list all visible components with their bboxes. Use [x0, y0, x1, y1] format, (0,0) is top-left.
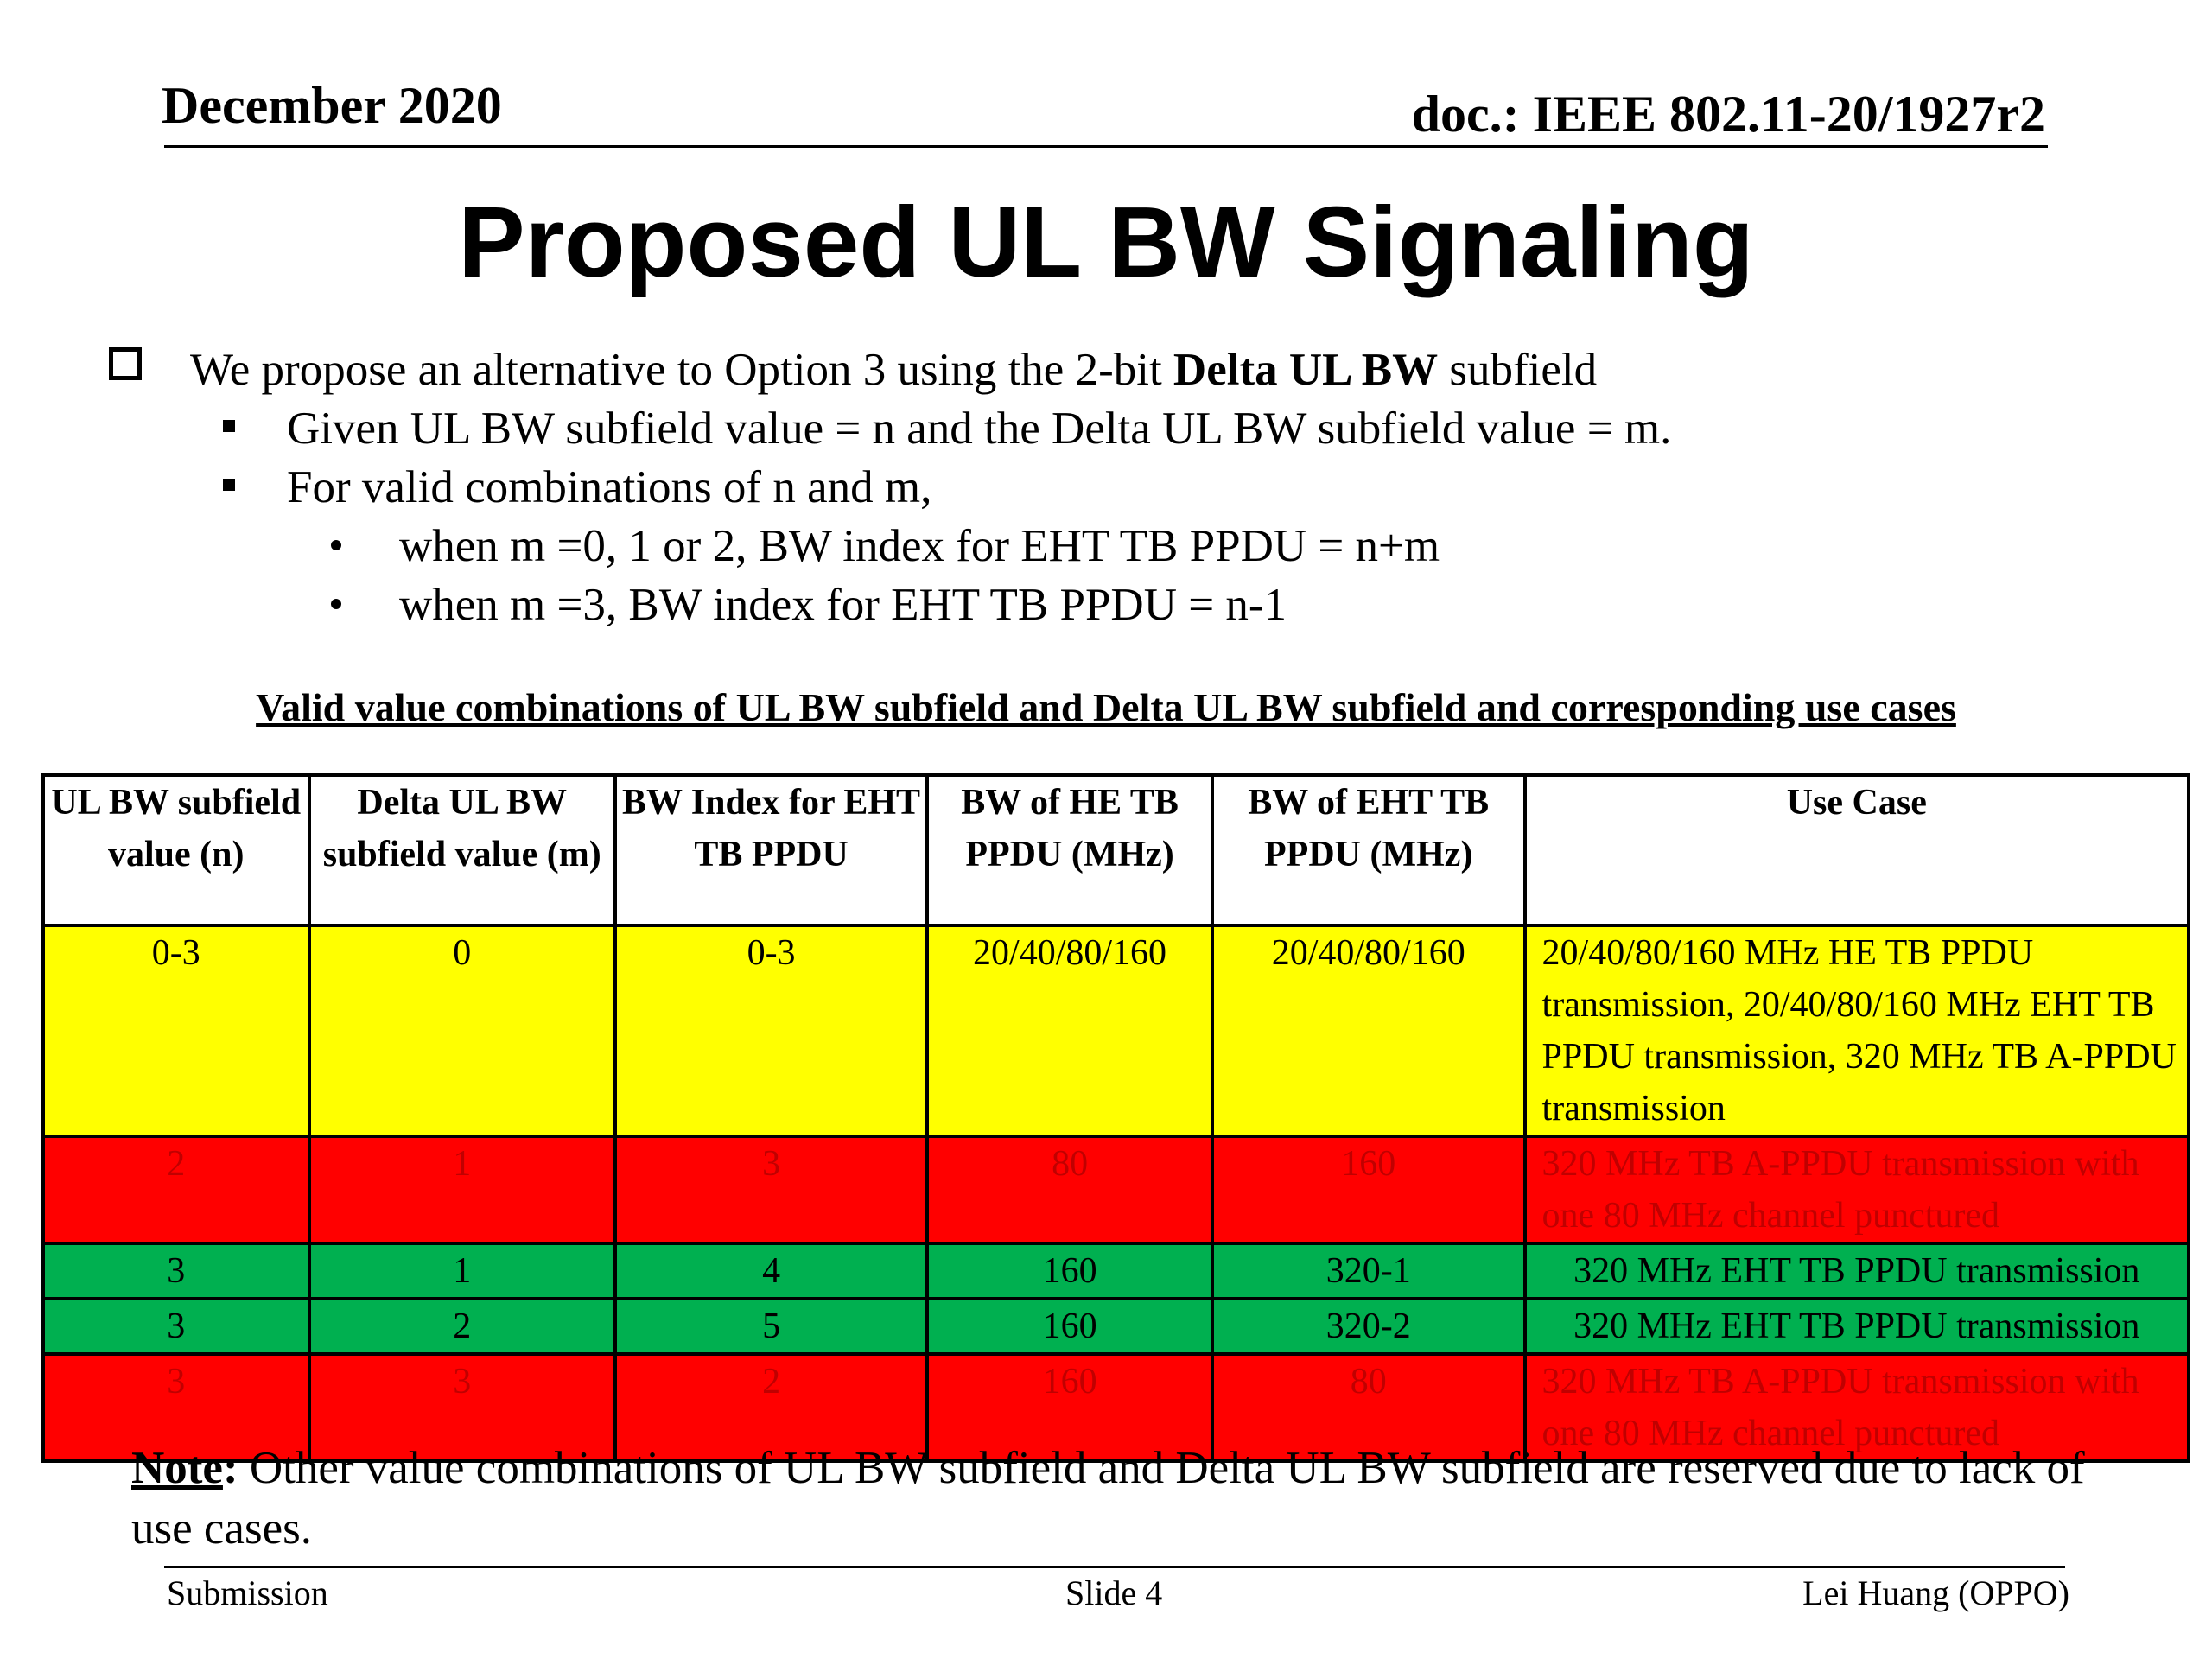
cell-index: 2	[613, 1352, 930, 1463]
bullet-level1: We propose an alternative to Option 3 us…	[190, 347, 1597, 393]
cell-m: 2	[307, 1297, 617, 1356]
cell-use-case: 320 MHz TB A-PPDU transmission with one …	[1522, 1352, 2191, 1463]
cell-n: 3	[41, 1352, 311, 1463]
header-bw-he: BW of HE TB PPDU (MHz)	[925, 773, 1214, 927]
cell-use-case: 20/40/80/160 MHz HE TB PPDU transmission…	[1522, 924, 2191, 1138]
cell-use-case: 320 MHz TB A-PPDU transmission with one …	[1522, 1135, 2191, 1245]
bullet-bold-text: Delta UL BW	[1173, 345, 1439, 395]
header-doc-number: doc.: IEEE 802.11-20/1927r2	[1411, 86, 2045, 143]
cell-m: 1	[307, 1135, 617, 1245]
cell-use-case: 320 MHz EHT TB PPDU transmission	[1522, 1242, 2191, 1300]
cell-use-case: 320 MHz EHT TB PPDU transmission	[1522, 1297, 2191, 1356]
note-text: Other value combinations of UL BW subfie…	[131, 1443, 2085, 1554]
cell-m: 3	[307, 1352, 617, 1463]
header-date: December 2020	[162, 77, 502, 134]
cell-bw-eht: 160	[1210, 1135, 1527, 1245]
cell-bw-he: 160	[925, 1352, 1214, 1463]
table-row: 3 2 5 160 320-2 320 MHz EHT TB PPDU tran…	[41, 1297, 2191, 1356]
header-ul-bw: UL BW subfield value (n)	[41, 773, 311, 927]
cell-index: 3	[613, 1135, 930, 1245]
footer-author: Lei Huang (OPPO)	[1802, 1573, 2069, 1612]
bullet-level3: when m =3, BW index for EHT TB PPDU = n-…	[399, 580, 1287, 630]
slide-title: Proposed UL BW Signaling	[458, 186, 1754, 298]
cell-index: 4	[613, 1242, 930, 1300]
table-row: 0-3 0 0-3 20/40/80/160 20/40/80/160 20/4…	[41, 924, 2191, 1138]
cell-bw-eht: 320-1	[1210, 1242, 1527, 1300]
header-use-case: Use Case	[1522, 773, 2191, 927]
dot-bullet-icon	[331, 599, 341, 609]
table-row: 2 1 3 80 160 320 MHz TB A-PPDU transmiss…	[41, 1135, 2191, 1245]
cell-index: 0-3	[613, 924, 930, 1138]
bullet-level2: For valid combinations of n and m,	[287, 462, 932, 512]
checkbox-bullet-icon	[109, 347, 142, 380]
bw-combinations-table: UL BW subfield value (n) Delta UL BW sub…	[41, 773, 2191, 1463]
cell-n: 3	[41, 1242, 311, 1300]
dot-bullet-icon	[331, 540, 341, 550]
cell-bw-eht: 320-2	[1210, 1297, 1527, 1356]
cell-m: 0	[307, 924, 617, 1138]
note-colon: :	[222, 1443, 238, 1493]
footer-slide-number: Slide 4	[1065, 1573, 1163, 1612]
header-bw-eht: BW of EHT TB PPDU (MHz)	[1210, 773, 1527, 927]
footer-submission: Submission	[167, 1573, 328, 1612]
cell-n: 0-3	[41, 924, 311, 1138]
bullet-level3: when m =0, 1 or 2, BW index for EHT TB P…	[399, 521, 1440, 571]
table-row: 3 1 4 160 320-1 320 MHz EHT TB PPDU tran…	[41, 1242, 2191, 1300]
square-bullet-icon	[223, 479, 235, 491]
footer-rule	[164, 1566, 2065, 1568]
header-rule	[164, 145, 2048, 148]
header-bw-index: BW Index for EHT TB PPDU	[613, 773, 930, 927]
cell-bw-eht: 80	[1210, 1352, 1527, 1463]
cell-bw-he: 80	[925, 1135, 1214, 1245]
cell-n: 3	[41, 1297, 311, 1356]
cell-index: 5	[613, 1297, 930, 1356]
header-delta-ul-bw: Delta UL BW subfield value (m)	[307, 773, 617, 927]
cell-bw-eht: 20/40/80/160	[1210, 924, 1527, 1138]
bullet-text: subfield	[1438, 345, 1598, 395]
table-caption: Valid value combinations of UL BW subfie…	[256, 685, 1956, 729]
cell-n: 2	[41, 1135, 311, 1245]
cell-bw-he: 160	[925, 1242, 1214, 1300]
bullet-text: We propose an alternative to Option 3 us…	[190, 345, 1173, 395]
cell-m: 1	[307, 1242, 617, 1300]
note-paragraph: Note: Other value combinations of UL BW …	[131, 1438, 2110, 1559]
note-label: Note	[131, 1443, 223, 1493]
table-header-row: UL BW subfield value (n) Delta UL BW sub…	[41, 773, 2191, 927]
bullet-level2: Given UL BW subfield value = n and the D…	[287, 404, 1672, 454]
square-bullet-icon	[223, 420, 235, 432]
cell-bw-he: 20/40/80/160	[925, 924, 1214, 1138]
cell-bw-he: 160	[925, 1297, 1214, 1356]
table-row: 3 3 2 160 80 320 MHz TB A-PPDU transmiss…	[41, 1352, 2191, 1463]
